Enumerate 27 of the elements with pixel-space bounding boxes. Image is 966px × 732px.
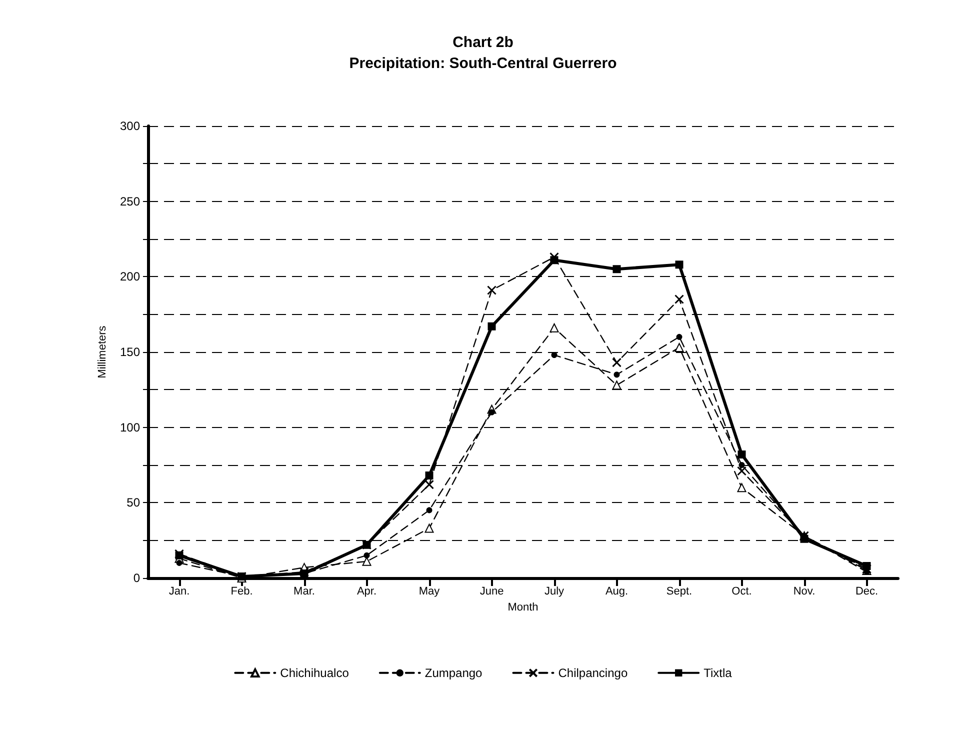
y-tick-label: 200	[120, 270, 140, 284]
x-tick-label: Nov.	[793, 586, 816, 598]
x-tick-label: June	[480, 586, 504, 598]
chart-title: Chart 2b	[452, 34, 514, 51]
x-axis-title: Month	[508, 601, 538, 614]
y-tick-label: 250	[120, 194, 140, 208]
x-tick-label: July	[544, 586, 565, 598]
legend-label: Tixtla	[704, 666, 732, 680]
x-tick-label: Feb.	[230, 586, 253, 598]
x-tick-label: Dec.	[855, 586, 878, 598]
y-tick-label: 150	[120, 345, 140, 359]
x-tick-label: Aug.	[605, 586, 628, 598]
x-tick-label: May	[418, 586, 440, 598]
legend-label: Chilpancingo	[558, 666, 628, 680]
chart-subtitle: Precipitation: South-Central Guerrero	[349, 55, 617, 72]
legend-label: Zumpango	[424, 666, 483, 680]
y-tick-label: 100	[120, 420, 140, 434]
legend-label: Chichihualco	[280, 666, 350, 680]
y-tick-label: 0	[133, 571, 140, 585]
y-axis-title: Millimeters	[96, 325, 108, 378]
x-tick-label: Apr.	[356, 586, 377, 598]
x-tick-label: Sept.	[666, 586, 692, 598]
x-tick-label: Mar.	[294, 586, 315, 598]
x-tick-label: Jan.	[168, 586, 190, 598]
x-tick-label: Oct.	[732, 586, 752, 598]
y-tick-label: 300	[120, 119, 140, 133]
y-tick-label: 50	[126, 496, 140, 510]
